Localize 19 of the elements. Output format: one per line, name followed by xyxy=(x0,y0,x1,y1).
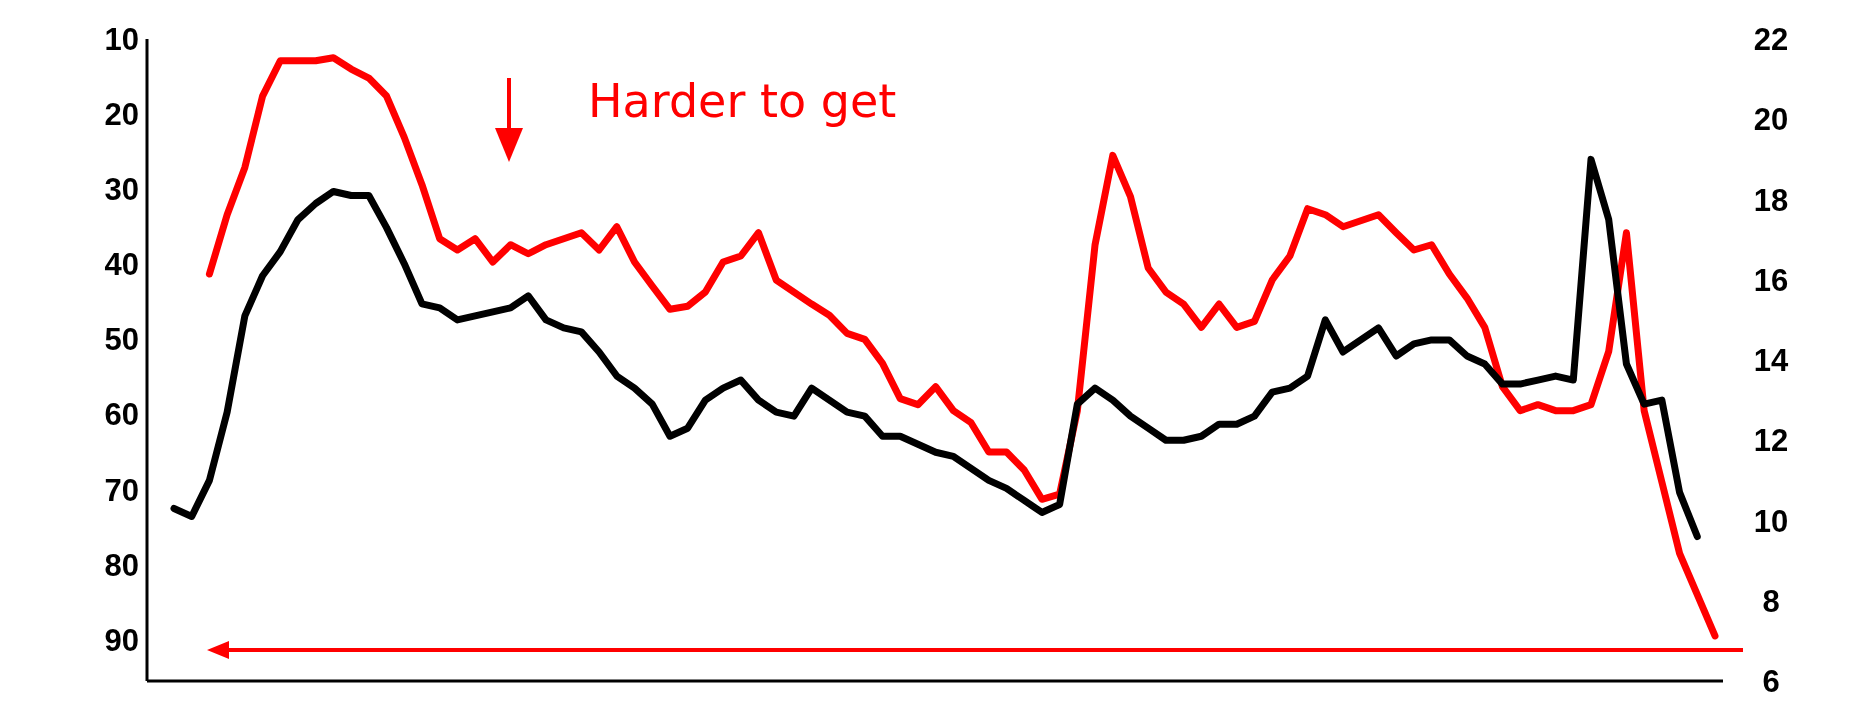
y-tick-label: 50 xyxy=(104,322,139,358)
y2-tick-label: 14 xyxy=(1753,343,1789,379)
y2-tick-label: 18 xyxy=(1753,182,1789,218)
annotation: Harder to get xyxy=(588,74,897,128)
y2-tick-label: 8 xyxy=(1762,583,1780,619)
y-tick-label: 70 xyxy=(104,472,139,508)
y-tick-label: 90 xyxy=(104,622,139,658)
y-tick-label: 10 xyxy=(104,22,139,58)
y2-tick-label: 12 xyxy=(1753,423,1789,459)
y2-tick-label: 22 xyxy=(1753,22,1789,58)
y-tick-label: 80 xyxy=(104,547,139,583)
y-tick-label: 60 xyxy=(104,397,139,433)
y2-tick-label: 16 xyxy=(1753,262,1789,298)
y2-tick-label: 20 xyxy=(1753,102,1789,138)
y-tick-label: 40 xyxy=(104,247,139,283)
y-tick-label: 30 xyxy=(104,172,139,208)
y2-tick-label: 10 xyxy=(1753,503,1789,539)
y2-tick-label: 6 xyxy=(1762,664,1780,700)
y-tick-label: 20 xyxy=(104,97,139,133)
